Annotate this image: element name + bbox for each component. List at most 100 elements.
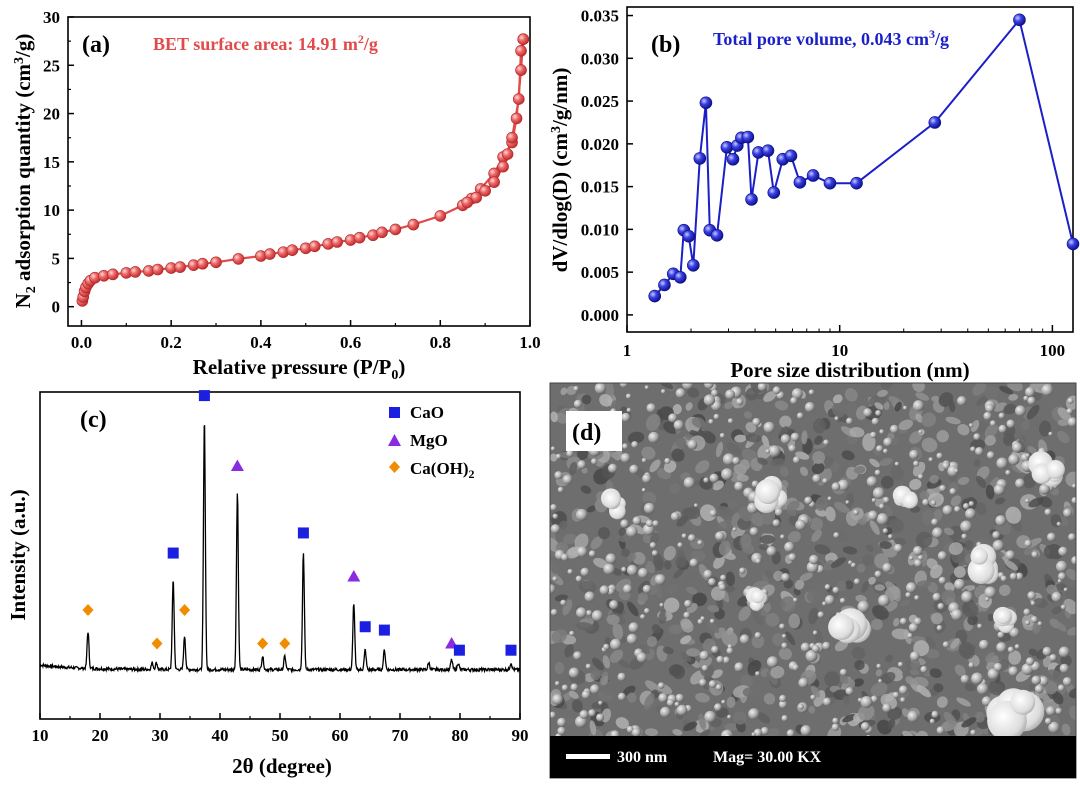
sem-particle: [1024, 539, 1032, 548]
sem-particle: [918, 474, 924, 480]
sem-particle: [913, 617, 922, 626]
sem-grain: [841, 450, 855, 461]
caoh2-peak-marker: [279, 637, 291, 650]
sem-particle: [1042, 646, 1052, 657]
sem-particle: [788, 553, 797, 562]
sem-particle: [998, 412, 1005, 419]
desorption-point: [506, 131, 518, 144]
sem-particle: [837, 479, 850, 491]
sem-grain: [757, 712, 771, 724]
sem-grain: [964, 540, 974, 550]
sem-particle: [719, 432, 726, 439]
sem-particle: [697, 540, 703, 546]
sem-particle: [674, 701, 680, 707]
y-tick-label: 30: [43, 8, 60, 27]
sem-particle: [772, 519, 781, 527]
sem-grain: [902, 670, 911, 678]
sem-particle: [893, 543, 903, 553]
sem-grain: [707, 605, 720, 613]
sem-grain: [761, 435, 770, 447]
sem-particle: [965, 508, 976, 520]
sem-grain: [836, 580, 847, 592]
sem-grain: [1004, 560, 1018, 571]
sem-grain: [1026, 404, 1040, 420]
sem-grain: [1064, 587, 1076, 603]
y-tick-label: 25: [43, 56, 60, 75]
sem-particle: [808, 389, 815, 396]
sem-particle: [947, 465, 959, 477]
sem-particle: [683, 477, 695, 489]
sem-grain: [649, 532, 660, 545]
sem-particle: [928, 457, 934, 462]
sem-particle: [652, 520, 659, 527]
sem-particle: [812, 474, 822, 483]
sem-particle: [626, 526, 638, 538]
sem-particle: [914, 595, 920, 601]
sem-particle: [782, 633, 787, 639]
sem-grain: [576, 622, 594, 631]
sem-particle: [1015, 405, 1026, 417]
sem-grain: [877, 389, 888, 397]
sem-grain: [644, 728, 658, 737]
adsorption-point: [376, 226, 388, 239]
sem-particle: [850, 562, 857, 568]
sem-particle: [557, 717, 567, 727]
sem-grain: [1065, 568, 1076, 581]
sem-grain: [779, 466, 789, 477]
sem-grain: [642, 491, 657, 505]
psd-point: [823, 176, 837, 190]
sem-grain: [676, 515, 689, 527]
mgo-peak-marker: [230, 459, 244, 471]
adsorption-point: [210, 256, 222, 269]
sem-grain: [894, 401, 902, 412]
sem-particle: [566, 449, 574, 457]
sem-particle: [867, 510, 878, 521]
sem-grain: [736, 474, 749, 482]
sem-particle: [822, 697, 832, 706]
sem-grain: [787, 531, 801, 543]
sem-grain: [669, 483, 681, 494]
sem-grain: [1003, 433, 1015, 446]
sem-grain: [550, 453, 558, 462]
sem-bright-cluster: [1046, 460, 1065, 479]
x-tick-label: 0.4: [250, 333, 272, 352]
sem-particle: [860, 722, 870, 731]
sem-particle: [550, 524, 561, 534]
sem-grain: [1038, 420, 1052, 437]
sem-particle: [971, 672, 984, 685]
sem-grain: [1060, 654, 1072, 667]
sem-grain: [580, 485, 592, 494]
sem-bright-cluster: [750, 589, 765, 604]
sem-particle: [711, 645, 719, 654]
legend-caoh2-marker: [389, 461, 400, 473]
sem-grain: [869, 520, 880, 535]
sem-grain: [712, 480, 724, 491]
sem-particle: [938, 576, 947, 585]
sem-particle: [722, 453, 735, 466]
sem-particle: [863, 408, 873, 417]
sem-grain: [568, 461, 578, 476]
sem-grain: [870, 682, 888, 697]
sem-particle: [721, 699, 726, 705]
sem-particle: [870, 695, 878, 703]
sem-grain: [612, 622, 624, 640]
sem-grain: [550, 411, 558, 423]
sem-grain: [645, 680, 660, 693]
sem-grain: [610, 399, 622, 410]
sem-particle: [1044, 717, 1052, 725]
sem-particle: [617, 692, 626, 701]
sem-grain: [987, 613, 995, 622]
sem-particle: [673, 420, 684, 431]
x-tick-label: 100: [1040, 341, 1066, 360]
sem-grain: [759, 543, 769, 551]
sem-grain: [692, 592, 707, 607]
sem-particle: [714, 703, 722, 712]
sem-grain: [745, 387, 759, 401]
sem-particle: [603, 563, 615, 575]
x-tick-label: 60: [332, 726, 349, 745]
sem-particle: [853, 509, 859, 516]
sem-particle: [623, 584, 633, 594]
x-tick-label: 10: [831, 341, 848, 360]
sem-particle: [666, 698, 675, 707]
